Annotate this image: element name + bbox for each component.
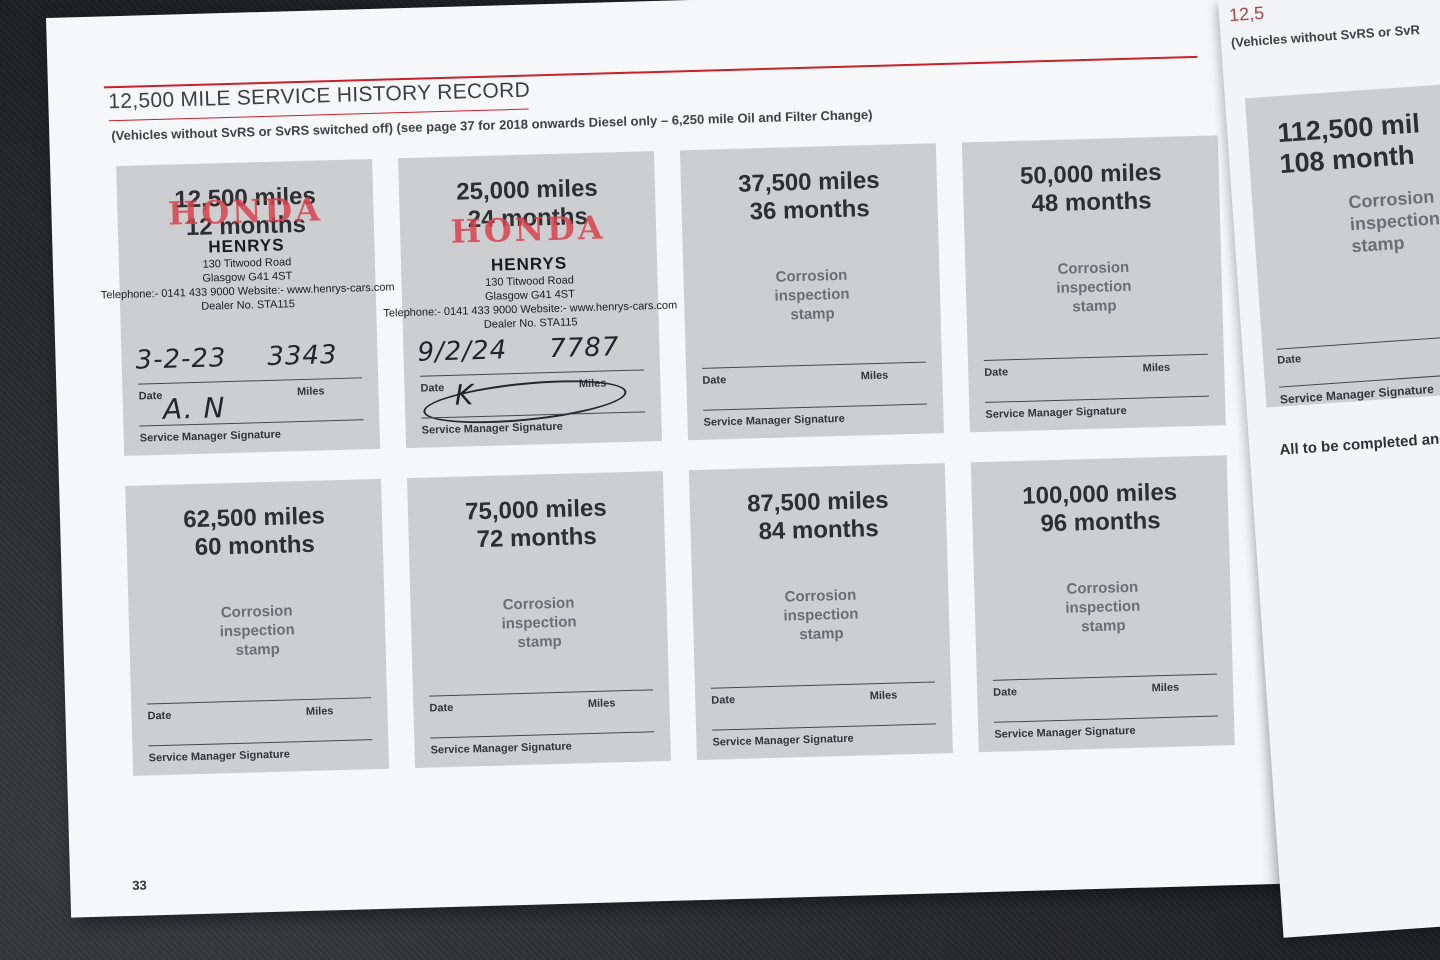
card-months: 12 months bbox=[185, 210, 307, 242]
card-months: 72 months bbox=[476, 522, 598, 554]
next-page-subtitle: (Vehicles without SvRS or SvR bbox=[1230, 22, 1421, 51]
signature-line bbox=[712, 723, 937, 731]
service-card-25000: 25,000 miles 24 months HONDA HENRYS 130 … bbox=[383, 151, 677, 449]
date-label: Date bbox=[147, 709, 172, 723]
handwritten-signature: A. N bbox=[162, 391, 226, 426]
service-card-37500: 37,500 miles 36 months Corrosion inspect… bbox=[679, 143, 944, 441]
signature-line bbox=[703, 403, 928, 411]
stamp-address-1: 130 Titwood Road bbox=[485, 274, 575, 289]
service-record-grid: 12,500 miles 12 months HONDA HENRYS 130 … bbox=[101, 135, 1243, 776]
stamp-placeholder: Corrosion inspection stamp bbox=[965, 255, 1222, 319]
signature-label: Service Manager Signature bbox=[430, 740, 572, 757]
stamp-dealer-no: Dealer No. STA115 bbox=[201, 298, 296, 313]
miles-label: Miles bbox=[1142, 361, 1171, 375]
card-interval: 100,000 miles 96 months bbox=[971, 455, 1229, 540]
service-card-100000: 100,000 miles 96 months Corrosion inspec… bbox=[970, 455, 1235, 753]
page-number: 33 bbox=[132, 877, 147, 893]
miles-label: Miles bbox=[296, 385, 325, 399]
miles-label: Miles bbox=[305, 705, 334, 719]
stamp-contact: Telephone:- 0141 433 9000 Website:- www.… bbox=[383, 299, 678, 320]
stamp-address-2: Glasgow G41 4ST bbox=[202, 270, 293, 285]
date-label: Date bbox=[420, 382, 445, 395]
next-page-heading-fragment: 12,5 bbox=[1228, 2, 1265, 26]
card-interval: 112,500 mil 108 month bbox=[1245, 80, 1440, 182]
miles-label: Miles bbox=[587, 697, 616, 711]
date-label: Date bbox=[1276, 353, 1302, 367]
miles-label: Miles bbox=[1151, 681, 1180, 695]
stamp-address-1: 130 Titwood Road bbox=[202, 256, 292, 271]
miles-label: Miles bbox=[869, 689, 898, 703]
stamp-placeholder: Corrosion inspection stamp bbox=[974, 575, 1231, 639]
handwritten-miles: 7787 bbox=[548, 332, 620, 365]
signature-line bbox=[994, 715, 1218, 723]
signature-label: Service Manager Signature bbox=[985, 404, 1127, 421]
service-card-12500: 12,500 miles 12 months HONDA HENRYS 130 … bbox=[101, 158, 395, 456]
completion-note: All to be completed and bbox=[1278, 430, 1440, 459]
stamp-placeholder: Corrosion inspection stamp bbox=[683, 263, 940, 327]
card-interval: 25,000 miles 24 months bbox=[398, 151, 656, 236]
card-months: 24 months bbox=[467, 202, 589, 234]
signature-label: Service Manager Signature bbox=[139, 428, 282, 445]
stamp-placeholder: Corrosion inspection stamp bbox=[410, 591, 667, 655]
date-label: Date bbox=[702, 374, 727, 387]
stamp-contact: Telephone:- 0141 433 9000 Website:- www.… bbox=[100, 281, 395, 302]
card-interval: 50,000 miles 48 months bbox=[962, 135, 1220, 220]
stamp-placeholder: Corrosion inspection stamp bbox=[1348, 180, 1440, 257]
signature-label: Service Manager Signature bbox=[148, 748, 291, 765]
miles-label: Miles bbox=[860, 369, 889, 383]
card-months: 60 months bbox=[194, 530, 316, 562]
stamp-placeholder: Corrosion inspection stamp bbox=[692, 583, 949, 647]
service-card-112500: 112,500 mil 108 month Corrosion inspecti… bbox=[1244, 80, 1440, 408]
card-interval: 12,500 miles 12 months bbox=[116, 159, 374, 244]
signature-label: Service Manager Signature bbox=[703, 412, 845, 429]
date-miles-line bbox=[983, 353, 1208, 361]
date-label: Date bbox=[993, 686, 1018, 699]
date-miles-line bbox=[710, 681, 935, 689]
date-miles-line bbox=[1276, 331, 1440, 350]
handwritten-date: 3-2-23 bbox=[135, 343, 227, 376]
date-miles-line bbox=[992, 673, 1217, 681]
stamp-address-2: Glasgow G41 4ST bbox=[484, 288, 576, 303]
card-interval: 62,500 miles 60 months bbox=[125, 479, 383, 564]
date-label: Date bbox=[138, 389, 163, 403]
card-months: 48 months bbox=[1031, 187, 1152, 218]
stamp-dealer-name: HENRYS bbox=[490, 253, 568, 275]
date-label: Date bbox=[429, 701, 454, 715]
signature-line bbox=[985, 395, 1210, 403]
date-miles-line bbox=[702, 361, 926, 369]
card-interval: 87,500 miles 84 months bbox=[689, 463, 947, 548]
red-top-rule bbox=[103, 55, 1198, 89]
service-card-62500: 62,500 miles 60 months Corrosion inspect… bbox=[125, 478, 390, 776]
handwritten-date: 9/2/24 bbox=[417, 335, 508, 368]
stamp-placeholder: Corrosion inspection stamp bbox=[128, 599, 385, 663]
date-miles-line bbox=[138, 377, 363, 385]
service-book-page-33: 12,500 MILE SERVICE HISTORY RECORD (Vehi… bbox=[46, 0, 1301, 918]
signature-label: Service Manager Signature bbox=[994, 724, 1136, 741]
signature-label: Service Manager Signature bbox=[421, 420, 564, 437]
date-label: Date bbox=[984, 366, 1009, 379]
date-miles-line bbox=[429, 689, 654, 697]
handwritten-miles: 3343 bbox=[266, 339, 338, 372]
date-miles-line bbox=[420, 369, 645, 377]
card-months: 36 months bbox=[749, 195, 871, 226]
stamp-dealer-no: Dealer No. STA115 bbox=[483, 316, 578, 331]
card-interval: 37,500 miles 36 months bbox=[680, 143, 938, 228]
card-interval: 75,000 miles 72 months bbox=[407, 471, 665, 556]
service-card-87500: 87,500 miles 84 months Corrosion inspect… bbox=[688, 463, 953, 761]
signature-label: Service Manager Signature bbox=[712, 732, 854, 749]
signature-line bbox=[148, 739, 373, 747]
service-card-50000: 50,000 miles 48 months Corrosion inspect… bbox=[961, 135, 1226, 433]
date-label: Date bbox=[711, 694, 736, 707]
signature-line bbox=[430, 731, 655, 739]
service-card-75000: 75,000 miles 72 months Corrosion inspect… bbox=[406, 470, 671, 768]
card-months: 96 months bbox=[1040, 507, 1161, 538]
handwritten-signature: K bbox=[454, 378, 475, 412]
date-miles-line bbox=[147, 697, 372, 705]
page-subtitle: (Vehicles without SvRS or SvRS switched … bbox=[111, 106, 873, 144]
card-months: 84 months bbox=[758, 514, 879, 546]
